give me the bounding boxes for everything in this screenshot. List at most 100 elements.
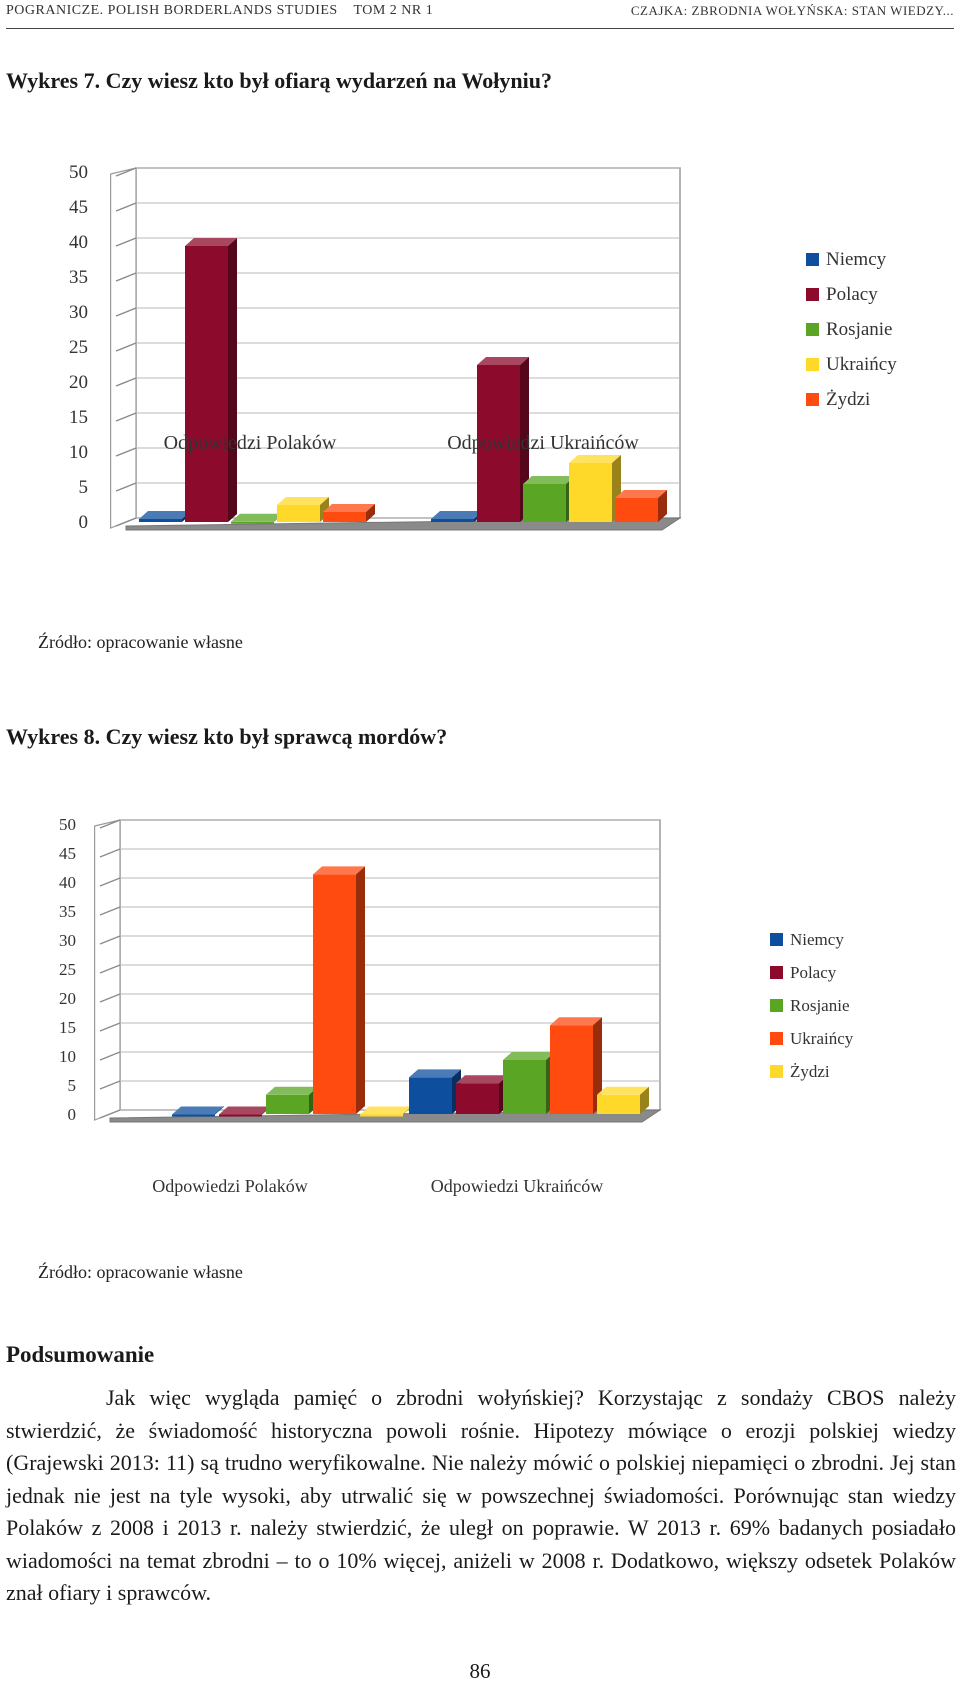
side-gridline	[115, 307, 137, 317]
bar-niemcy-ukraincow	[431, 511, 483, 522]
x-category-label: Odpowiedzi Ukraińców	[447, 432, 639, 454]
bar-top	[360, 1106, 412, 1115]
y-tick-label: 50	[69, 162, 88, 183]
bar-ukraińcy-polakow	[277, 497, 329, 522]
side-gridline	[99, 877, 121, 887]
side-gridline	[99, 1109, 121, 1119]
legend-swatch	[770, 1065, 783, 1078]
side-gridline	[115, 482, 137, 492]
y-tick-label: 25	[69, 337, 88, 358]
journal-name: Pogranicze. Polish Borderlands Studies	[6, 3, 338, 18]
figure-8-source: Źródło: opracowanie własne	[38, 1262, 243, 1282]
y-tick-label: 30	[59, 931, 76, 950]
bar-front	[185, 246, 228, 522]
bar-top	[431, 511, 483, 519]
legend-swatch	[770, 933, 783, 946]
side-gridline	[115, 517, 137, 527]
legend-label: Żydzi	[826, 389, 870, 410]
legend-swatch	[770, 999, 783, 1012]
side-gridline	[115, 167, 137, 177]
bar-polacy-ukraincow	[477, 357, 529, 522]
bar-front	[409, 1077, 452, 1114]
bar-top	[277, 497, 329, 505]
legend-label: Rosjanie	[790, 996, 850, 1015]
x-category-label: Odpowiedzi Polaków	[164, 432, 337, 454]
running-header: Pogranicze. Polish Borderlands Studies T…	[6, 0, 954, 29]
bar-side	[215, 1106, 224, 1115]
y-tick-label: 5	[68, 1076, 77, 1095]
legend-swatch	[806, 253, 819, 266]
bar-niemcy-polakow	[172, 1106, 224, 1117]
bar-front	[139, 519, 182, 522]
bar-front	[569, 463, 612, 522]
bar-side	[640, 1086, 649, 1114]
legend-label: Ukraińcy	[790, 1029, 854, 1048]
side-gridline	[99, 993, 121, 1003]
bar-rosjanie-polakow	[231, 513, 283, 524]
bar-front	[550, 1025, 593, 1114]
bar-top	[503, 1052, 555, 1060]
bar-ukraińcy-ukraincow	[550, 1017, 602, 1114]
y-tick-label: 45	[59, 844, 76, 863]
legend-label: Żydzi	[790, 1062, 830, 1081]
side-gridline	[99, 906, 121, 916]
bar-top	[139, 511, 191, 519]
y-tick-label: 15	[69, 407, 88, 428]
bar-front	[431, 519, 474, 522]
bar-front	[456, 1083, 499, 1114]
page-number: 86	[469, 1659, 491, 1683]
bar-front	[360, 1114, 403, 1117]
bar-ukraińcy-polakow	[313, 866, 365, 1114]
bar-rosjanie-ukraincow	[523, 476, 575, 522]
bar-rosjanie-polakow	[266, 1086, 318, 1114]
figure-7-source: Źródło: opracowanie własne	[38, 632, 243, 652]
bar-top	[409, 1069, 461, 1078]
y-tick-label: 40	[69, 232, 88, 253]
legend-swatch	[770, 1032, 783, 1045]
bar-top	[523, 476, 575, 484]
side-gridline	[99, 964, 121, 974]
bar-side	[356, 866, 365, 1114]
x-category-label: Odpowiedzi Polaków	[152, 1176, 307, 1196]
side-gridline	[99, 1051, 121, 1061]
bar-niemcy-ukraincow	[409, 1069, 461, 1114]
bar-front	[523, 484, 566, 522]
bar-front	[266, 1094, 309, 1114]
y-tick-label: 10	[59, 1047, 76, 1066]
bar-żydzi-ukraincow	[597, 1086, 649, 1114]
bar-front	[615, 498, 658, 522]
legend-label: Polacy	[790, 963, 837, 982]
bar-ukraińcy-ukraincow	[569, 455, 621, 522]
summary-text: Jak więc wygląda pamięć o zbrodni wołyńs…	[6, 1382, 956, 1610]
bar-top	[569, 455, 621, 463]
legend-label: Niemcy	[790, 930, 844, 949]
y-tick-label: 0	[79, 512, 89, 533]
bar-front	[277, 505, 320, 522]
legend-swatch	[806, 323, 819, 336]
bar-top	[313, 866, 365, 875]
y-tick-label: 35	[69, 267, 88, 288]
legend-swatch	[806, 288, 819, 301]
bar-front	[313, 874, 356, 1114]
side-gridline	[99, 1022, 121, 1032]
y-tick-label: 30	[69, 302, 88, 323]
legend-swatch	[770, 966, 783, 979]
bar-polacy-ukraincow	[456, 1075, 508, 1114]
figure-8-title: Wykres 8. Czy wiesz kto był sprawcą mord…	[6, 724, 448, 749]
figure-8-chart: 0 5 10 15 20 25 30 35 40 45 50 Odpowiedzi Polaków Od…	[59, 815, 854, 1196]
running-header-left: Pogranicze. Polish Borderlands Studies T…	[6, 3, 445, 19]
bar-top	[597, 1086, 649, 1095]
bar-side	[366, 504, 375, 522]
side-gridline	[115, 237, 137, 247]
y-tick-label: 20	[59, 989, 76, 1008]
side-gridline	[115, 342, 137, 352]
side-gridline	[115, 202, 137, 212]
legend-label: Ukraińcy	[826, 354, 897, 375]
side-gridline	[115, 272, 137, 282]
y-tick-label: 50	[59, 815, 76, 834]
bar-rosjanie-ukraincow	[503, 1052, 555, 1114]
bar-top	[266, 1086, 318, 1095]
bar-polacy-polakow	[185, 238, 237, 522]
side-gridline	[99, 935, 121, 945]
bar-front	[219, 1114, 262, 1117]
